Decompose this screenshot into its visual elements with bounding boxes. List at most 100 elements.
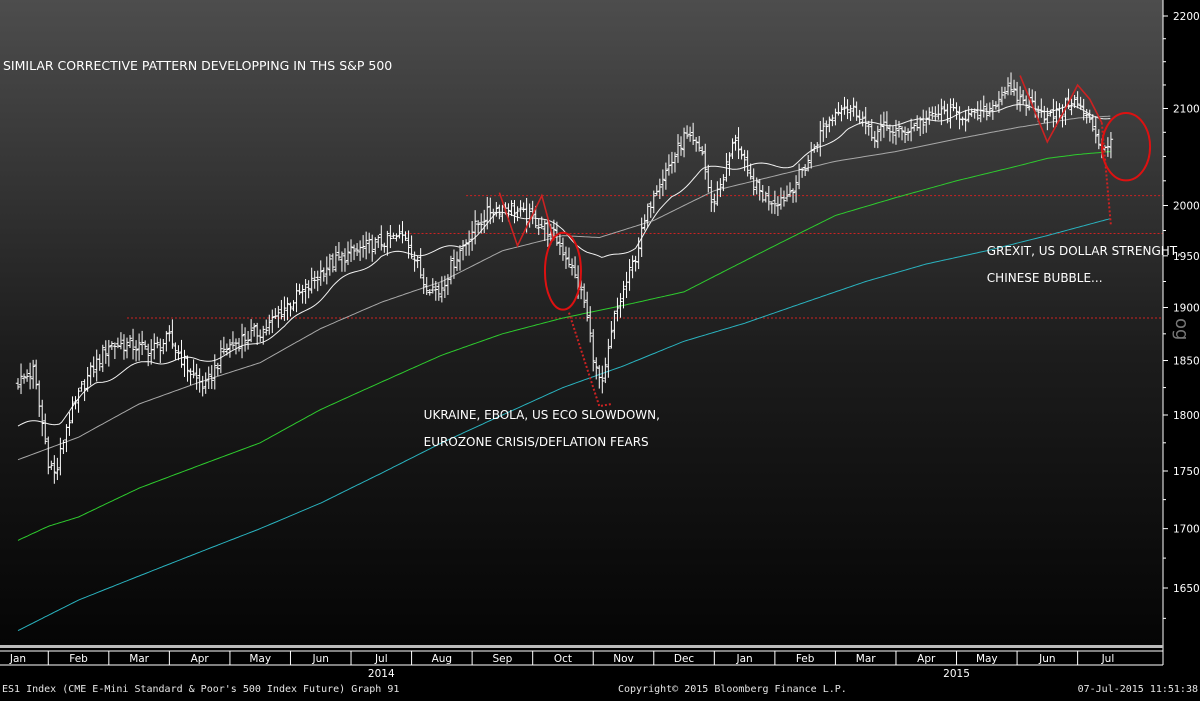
price-bar — [512, 199, 517, 224]
price-bar — [321, 267, 326, 282]
price-bar — [830, 114, 835, 127]
price-bar — [448, 255, 454, 285]
price-bar — [433, 280, 438, 301]
price-bar — [73, 396, 78, 410]
price-bar — [212, 354, 217, 390]
price-bar — [155, 336, 160, 349]
price-bar — [1066, 88, 1071, 110]
price-bar — [827, 116, 832, 133]
price-bar — [757, 178, 762, 201]
price-bar — [397, 224, 402, 239]
price-bar — [678, 136, 684, 156]
price-bar — [984, 103, 989, 121]
price-bar — [905, 128, 911, 141]
price-bar — [82, 379, 87, 402]
price-bar — [1008, 72, 1014, 96]
y-tick-label: 1700 — [1173, 524, 1200, 536]
price-bar — [687, 126, 693, 142]
price-bar — [415, 255, 420, 269]
price-bar — [560, 237, 566, 261]
price-bar — [536, 218, 541, 235]
price-bar — [133, 340, 139, 362]
price-bar — [176, 345, 181, 361]
price-bar — [572, 256, 578, 279]
price-bar — [851, 97, 856, 117]
price-bar — [27, 362, 33, 390]
footer-timestamp: 07-Jul-2015 11:51:38 — [1077, 684, 1198, 695]
footer-security: ES1 Index (CME E-Mini Standard & Poor's … — [2, 684, 400, 695]
pattern-line-1 — [498, 192, 555, 248]
price-bar — [248, 319, 254, 343]
price-bar — [457, 245, 463, 271]
price-bar — [354, 243, 360, 257]
annotation-2-line-2: CHINESE BUBBLE... — [987, 271, 1103, 285]
price-bar — [430, 278, 435, 294]
price-bar — [842, 96, 847, 115]
price-bar — [960, 116, 965, 126]
y-tick-label: 1750 — [1173, 466, 1200, 478]
price-chart-svg: UKRAINE, EBOLA, US ECO SLOWDOWN, EUROZONE… — [0, 0, 1200, 680]
price-bar — [518, 200, 523, 217]
price-bar — [312, 270, 317, 289]
price-bar — [878, 114, 884, 142]
price-bar — [300, 284, 305, 304]
price-bar — [1093, 116, 1098, 144]
price-bar — [921, 109, 926, 134]
price-bar — [79, 381, 84, 392]
y-tick-label: 1950 — [1173, 251, 1200, 263]
price-bar — [1005, 77, 1011, 96]
price-bar — [267, 314, 272, 335]
price-bar — [584, 291, 590, 322]
price-bar — [1054, 101, 1059, 127]
price-bar — [703, 143, 708, 180]
price-bar — [545, 219, 551, 247]
price-bar — [136, 333, 142, 361]
x-tick-label: Jun — [1038, 653, 1055, 665]
price-bar — [61, 439, 66, 454]
x-tick-label: Apr — [917, 653, 936, 665]
price-bar — [370, 234, 375, 262]
price-bar — [784, 185, 790, 202]
price-bar — [848, 105, 853, 121]
price-bar — [1081, 98, 1086, 121]
price-bar — [966, 106, 971, 123]
price-bar — [1096, 129, 1102, 150]
price-bar — [43, 413, 48, 445]
price-bar — [412, 251, 417, 272]
price-bar — [97, 354, 102, 371]
price-bar — [309, 267, 314, 294]
price-bar — [557, 233, 563, 256]
price-bar — [996, 91, 1002, 113]
pattern-line-3 — [1019, 75, 1103, 144]
price-bar — [621, 280, 626, 309]
ma-green-line — [17, 151, 1111, 541]
price-bar — [927, 107, 932, 125]
price-bar — [772, 190, 778, 215]
x-tick-label: Jul — [1101, 653, 1115, 665]
price-bar — [736, 127, 741, 160]
x-tick-label: Oct — [554, 653, 572, 665]
price-bar — [463, 239, 469, 256]
price-bar — [563, 246, 569, 269]
price-bar — [663, 162, 669, 190]
price-bar — [660, 169, 666, 197]
price-bar — [124, 337, 130, 359]
price-bar — [394, 233, 399, 242]
price-bar — [1072, 94, 1077, 109]
price-bar — [194, 363, 199, 390]
price-bar — [993, 101, 999, 110]
price-bar — [975, 101, 980, 121]
price-bar — [860, 111, 865, 127]
price-bar — [1087, 109, 1092, 123]
price-bar — [1090, 114, 1095, 132]
price-bar — [815, 142, 820, 153]
x-tick-label: Mar — [856, 653, 876, 665]
price-bar — [642, 214, 647, 231]
price-bar — [911, 122, 917, 132]
footer: ES1 Index (CME E-Mini Standard & Poor's … — [0, 680, 1200, 701]
price-bar — [242, 327, 248, 352]
price-bar — [666, 154, 672, 176]
price-bar — [1017, 86, 1023, 112]
price-bar — [251, 323, 257, 337]
